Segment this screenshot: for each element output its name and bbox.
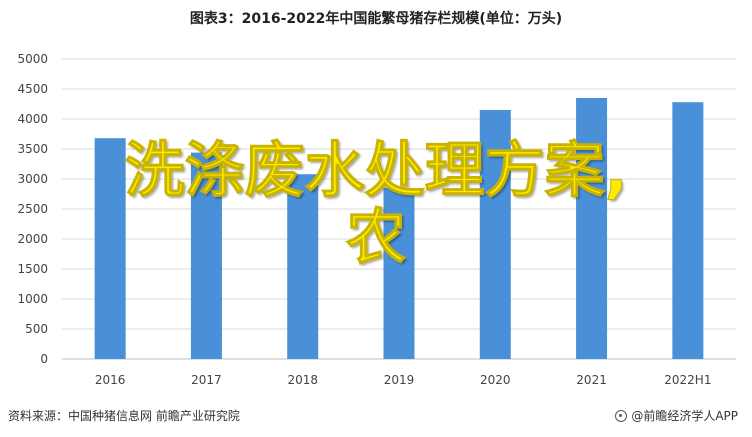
brand-credit: @前瞻经济学人APP [615, 407, 738, 424]
bar-2022H1 [672, 102, 704, 359]
bar-2016 [94, 138, 126, 359]
y-tick-label: 4000 [17, 112, 48, 126]
chart-title: 图表3：2016-2022年中国能繁母猪存栏规模(单位：万头) [189, 11, 563, 27]
y-tick-label: 4500 [17, 82, 48, 96]
x-tick-label: 2020 [480, 373, 511, 387]
brand-label: @前瞻经济学人APP [631, 409, 738, 423]
bar-2020 [479, 110, 511, 359]
footer: 资料来源：中国种猪信息网 前瞻产业研究院 @前瞻经济学人APP [8, 407, 738, 427]
x-tick-label: 2016 [95, 373, 126, 387]
y-tick-label: 2000 [17, 232, 48, 246]
x-tick-label: 2019 [384, 373, 415, 387]
overlay-line-1: 洗涤废水处理方案, [124, 136, 628, 206]
bar-2017 [190, 152, 222, 359]
y-tick-label: 1500 [17, 262, 48, 276]
x-tick-label: 2018 [287, 373, 318, 387]
overlay-text: 洗涤废水处理方案, 农 [0, 136, 752, 273]
bar-2021 [576, 98, 608, 359]
x-tick-label: 2017 [191, 373, 222, 387]
source-note: 资料来源：中国种猪信息网 前瞻产业研究院 [8, 409, 240, 423]
y-tick-label: 3000 [17, 172, 48, 186]
y-tick-label: 0 [40, 352, 48, 366]
y-tick-label: 1000 [17, 292, 48, 306]
y-tick-label: 2500 [17, 202, 48, 216]
overlay-line-2: 农 [346, 203, 407, 273]
x-tick-label: 2021 [576, 373, 607, 387]
brand-logo-icon [615, 409, 628, 422]
x-tick-label: 2022H1 [664, 373, 711, 387]
bar-2019 [383, 188, 415, 359]
y-tick-label: 500 [25, 322, 48, 336]
x-axis-ticks: 2016 2017 2018 2019 2020 2021 2022H1 [95, 373, 712, 387]
bars [94, 98, 704, 359]
y-tick-label: 5000 [17, 52, 48, 66]
y-tick-label: 3500 [17, 142, 48, 156]
bar-2018 [287, 174, 319, 359]
y-axis-ticks: 0 500 1000 1500 2000 2500 3000 3500 4000 4500 5000 [17, 52, 48, 366]
